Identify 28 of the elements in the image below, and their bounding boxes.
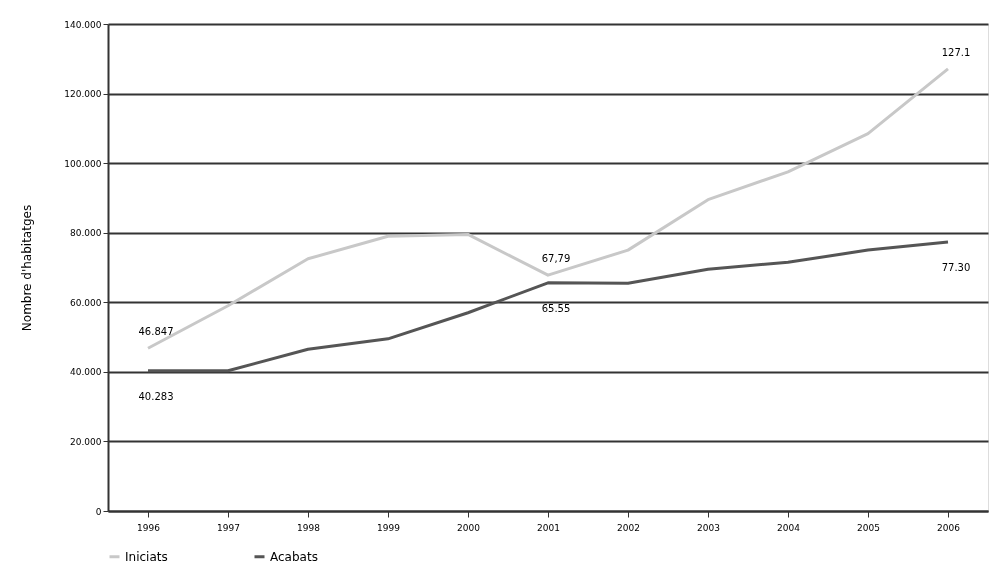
legend-label: Acabats xyxy=(270,549,318,564)
x-tick-label: 2003 xyxy=(697,522,720,533)
annotation: 127.1 xyxy=(941,46,971,58)
y-axis-title: Nombre d'habitatges xyxy=(20,204,35,332)
annotation: 40.283 xyxy=(138,390,174,402)
x-tick-label: 1998 xyxy=(297,522,321,533)
x-tick-label: 2002 xyxy=(617,522,640,533)
y-tick-label: 40.000 xyxy=(70,367,102,378)
y-tick-label: 120.000 xyxy=(64,89,102,100)
annotation: 65.55 xyxy=(541,302,571,314)
x-tick-label: 2000 xyxy=(457,522,481,533)
x-tick-label: 1999 xyxy=(377,522,401,533)
x-tick-label: 2006 xyxy=(937,522,961,533)
y-tick-label: 80.000 xyxy=(70,228,102,239)
legend-label: Iniciats xyxy=(125,549,168,564)
y-tick-label: 60.000 xyxy=(70,297,102,308)
y-tick-label: 0 xyxy=(95,506,102,517)
annotation: 46.847 xyxy=(138,326,174,338)
y-tick-label: 140.000 xyxy=(64,19,102,30)
x-tick-label: 2001 xyxy=(537,522,560,533)
x-tick-label: 2004 xyxy=(777,522,801,533)
annotation: 77.30 xyxy=(941,262,971,274)
x-tick-label: 1996 xyxy=(137,522,161,533)
x-tick-label: 1997 xyxy=(217,522,240,533)
annotation: 67,79 xyxy=(541,253,571,265)
x-tick-label: 2005 xyxy=(857,522,880,533)
y-tick-label: 100.000 xyxy=(64,158,102,169)
y-tick-label: 20.000 xyxy=(70,436,102,447)
